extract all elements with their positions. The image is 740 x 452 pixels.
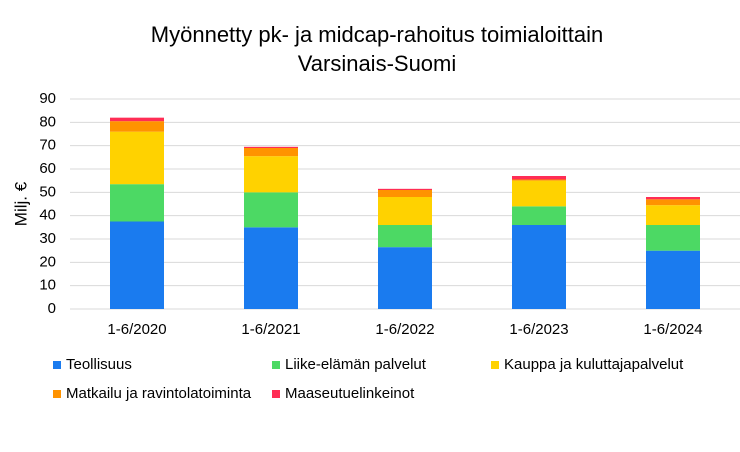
x-tick-label: 1-6/2024 [643, 321, 702, 338]
x-tick-label: 1-6/2021 [241, 321, 300, 338]
bar-segment [646, 197, 700, 200]
y-tick-label: 90 [39, 90, 56, 107]
bar-segment [378, 247, 432, 309]
y-axis-label: Milj. € [11, 181, 30, 226]
bar-segment [244, 227, 298, 309]
legend-swatch [491, 361, 499, 369]
legend-label: Liike-elämän palvelut [285, 356, 427, 373]
y-tick-label: 50 [39, 183, 56, 200]
bar-segment [512, 176, 566, 180]
bar-segment [378, 188, 432, 190]
bar-segment [244, 156, 298, 193]
legend-swatch [53, 361, 61, 369]
bar-segment [244, 192, 298, 228]
bar-segment [378, 225, 432, 248]
bar-segment [512, 179, 566, 181]
legend-label: Teollisuus [66, 356, 132, 373]
bar-segment [110, 184, 164, 222]
bar-segment [512, 225, 566, 309]
bar-segment [646, 205, 700, 225]
legend-label: Kauppa ja kuluttajapalvelut [504, 356, 684, 373]
y-tick-label: 10 [39, 277, 56, 294]
bar-segment [110, 221, 164, 309]
y-tick-label: 70 [39, 137, 56, 154]
chart-subtitle: Varsinais-Suomi [298, 51, 457, 76]
y-tick-label: 20 [39, 253, 56, 270]
legend-swatch [272, 361, 280, 369]
chart-title: Myönnetty pk- ja midcap-rahoitus toimial… [151, 22, 603, 47]
bar-segment [378, 190, 432, 197]
bar-segment [244, 146, 298, 148]
bar-segment [512, 180, 566, 207]
y-tick-label: 0 [48, 300, 56, 317]
bar-segment [646, 250, 700, 309]
x-tick-label: 1-6/2020 [107, 321, 166, 338]
bar-segment [646, 199, 700, 206]
y-tick-label: 60 [39, 160, 56, 177]
legend-swatch [272, 390, 280, 398]
legend-label: Matkailu ja ravintolatoiminta [66, 385, 252, 402]
bar-segment [378, 197, 432, 225]
bar-segment [110, 131, 164, 185]
bar-segment [512, 206, 566, 225]
legend-label: Maaseutuelinkeinot [285, 385, 415, 402]
x-tick-label: 1-6/2023 [509, 321, 568, 338]
bar-segment [646, 225, 700, 251]
legend-swatch [53, 390, 61, 398]
bar-segment [110, 121, 164, 132]
x-tick-label: 1-6/2022 [375, 321, 434, 338]
bar-segment [110, 117, 164, 122]
y-tick-label: 80 [39, 113, 56, 130]
y-tick-label: 30 [39, 230, 56, 247]
y-tick-label: 40 [39, 207, 56, 224]
bar-segment [244, 148, 298, 157]
